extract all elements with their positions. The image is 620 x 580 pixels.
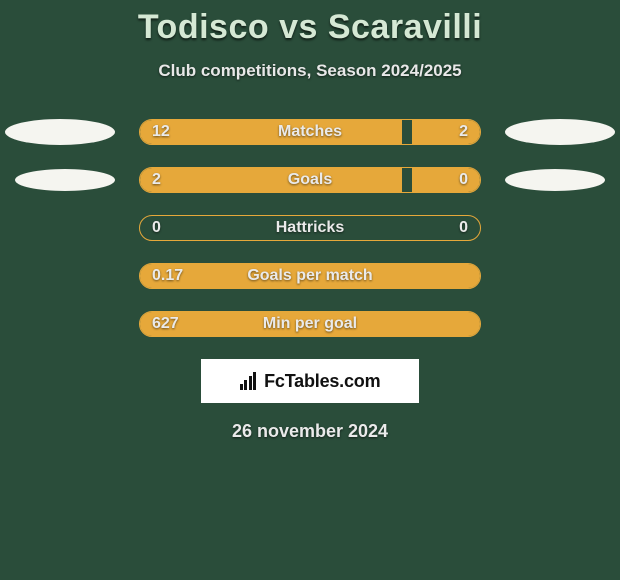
stat-bar: 0Hattricks0: [139, 215, 481, 241]
stat-row: 627Min per goal: [0, 311, 620, 337]
stat-bar: 2Goals0: [139, 167, 481, 193]
right-ellipse-icon: [505, 119, 615, 145]
left-ellipse-icon: [5, 119, 115, 145]
right-value: 2: [459, 120, 468, 144]
date-label: 26 november 2024: [0, 421, 620, 442]
stat-label: Hattricks: [140, 216, 480, 240]
brand-label: FcTables.com: [264, 371, 380, 392]
right-value: 0: [459, 216, 468, 240]
bars-chart-icon: [240, 372, 259, 390]
page-title: Todisco vs Scaravilli: [0, 8, 620, 47]
stat-label: Goals: [140, 168, 480, 192]
stat-label: Goals per match: [140, 264, 480, 288]
stat-row: 2Goals0: [0, 167, 620, 193]
stat-row: 12Matches2: [0, 119, 620, 145]
subtitle: Club competitions, Season 2024/2025: [0, 61, 620, 81]
stat-row: 0Hattricks0: [0, 215, 620, 241]
right-ellipse-icon: [505, 169, 605, 191]
stat-row: 0.17Goals per match: [0, 263, 620, 289]
stat-bar: 627Min per goal: [139, 311, 481, 337]
chart-area: 12Matches22Goals00Hattricks00.17Goals pe…: [0, 119, 620, 337]
stat-bar: 0.17Goals per match: [139, 263, 481, 289]
stat-bar: 12Matches2: [139, 119, 481, 145]
stat-label: Matches: [140, 120, 480, 144]
right-value: 0: [459, 168, 468, 192]
stat-label: Min per goal: [140, 312, 480, 336]
comparison-chart: Todisco vs Scaravilli Club competitions,…: [0, 0, 620, 442]
left-ellipse-icon: [15, 169, 115, 191]
brand-box[interactable]: FcTables.com: [201, 359, 419, 403]
